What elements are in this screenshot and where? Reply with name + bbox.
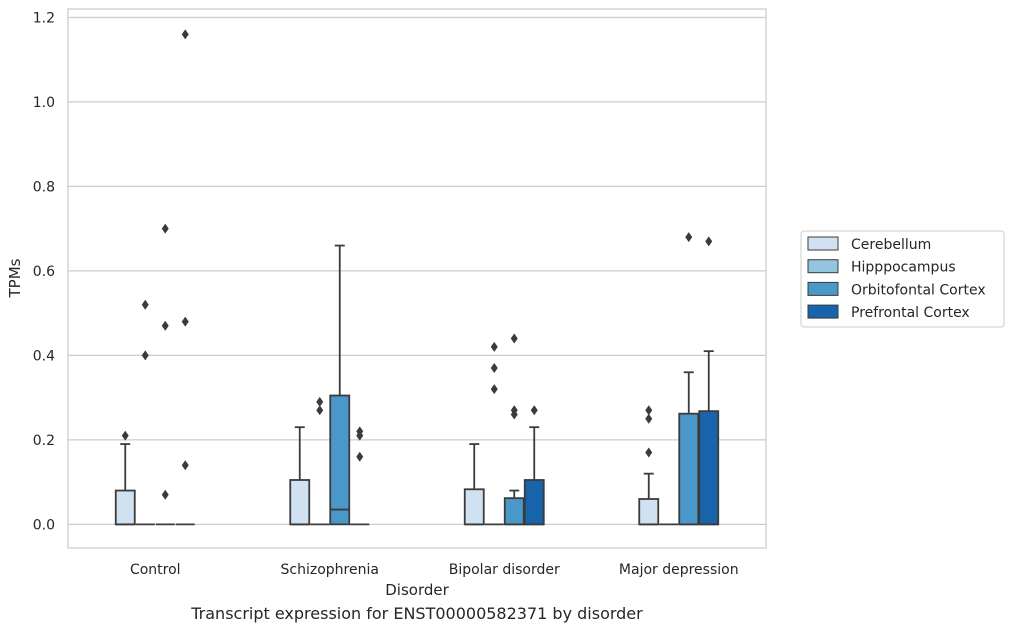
outlier-point <box>141 299 149 310</box>
x-tick-label: Major depression <box>619 562 739 578</box>
box-group <box>678 232 700 526</box>
y-tick-label: 0.4 <box>33 348 55 364</box>
box-group <box>329 244 351 526</box>
outlier-point <box>161 489 169 500</box>
box <box>114 489 136 526</box>
legend: Cerebellum Hipppocampus Orbitofontal Corte… <box>800 230 1005 328</box>
y-tick-label: 0.8 <box>33 179 55 195</box>
y-tick-label: 0.2 <box>33 433 55 449</box>
outlier-point <box>141 350 149 361</box>
chart-caption: Transcript expression for ENST0000058237… <box>191 604 643 623</box>
outlier-point <box>490 384 498 395</box>
outlier-point <box>181 460 189 471</box>
y-tick-labels: 0.0 0.2 0.4 0.6 0.8 1.0 1.2 <box>33 10 55 533</box>
y-tick-label: 0.0 <box>33 517 55 533</box>
outlier-point <box>316 405 324 416</box>
legend-items: Cerebellum Hipppocampus Orbitofontal Corte… <box>807 236 986 321</box>
y-tick-label: 1.2 <box>33 10 55 26</box>
plot-frame <box>67 8 767 549</box>
box-group <box>523 405 545 526</box>
box-group <box>350 426 370 526</box>
box-group <box>484 341 504 526</box>
outlier-point <box>645 447 653 458</box>
legend-swatch <box>807 236 839 251</box>
box <box>678 412 700 526</box>
box <box>289 479 311 526</box>
outlier-point <box>490 341 498 352</box>
outlier-point <box>161 223 169 234</box>
legend-swatch <box>807 281 839 296</box>
outlier-point <box>705 236 713 247</box>
outlier-point <box>181 29 189 40</box>
legend-label: Hipppocampus <box>851 260 956 276</box>
y-axis-label: TPMs <box>6 258 24 298</box>
box-group <box>463 443 485 526</box>
box-group <box>310 396 330 526</box>
outlier-point <box>356 426 364 437</box>
x-tick-labels: Control Schizophrenia Bipolar disorder Majo… <box>130 562 739 578</box>
legend-swatch <box>807 304 839 319</box>
legend-frame <box>800 230 1005 328</box>
outlier-point <box>316 396 324 407</box>
outlier-point <box>181 316 189 327</box>
outlier-point <box>121 430 129 441</box>
box <box>503 497 525 526</box>
y-tick-label: 1.0 <box>33 95 55 111</box>
outlier-point <box>645 413 653 424</box>
box <box>463 488 485 526</box>
y-tick-label: 0.6 <box>33 264 55 280</box>
box <box>638 498 660 526</box>
legend-label: Orbitofontal Cortex <box>851 282 986 298</box>
outlier-point <box>530 405 538 416</box>
legend-label: Cerebellum <box>851 237 931 253</box>
box-group <box>175 29 195 526</box>
x-tick-label: Bipolar disorder <box>449 562 560 578</box>
outlier-point <box>490 363 498 374</box>
legend-label: Prefrontal Cortex <box>851 305 970 321</box>
outlier-point <box>356 451 364 462</box>
box-group <box>698 236 720 526</box>
box <box>698 410 720 526</box>
box-group <box>289 426 311 526</box>
box-group <box>155 223 175 526</box>
grid-layer <box>68 16 766 525</box>
x-axis-label: Disorder <box>385 581 449 599</box>
outlier-point <box>685 232 693 243</box>
box-layer <box>114 29 720 526</box>
outlier-point <box>510 333 518 344</box>
box-group <box>114 430 136 526</box>
x-tick-label: Schizophrenia <box>281 562 379 578</box>
outlier-point <box>645 405 653 416</box>
box-group <box>503 333 525 526</box>
box-group <box>638 405 660 526</box>
box <box>523 479 545 526</box>
box-group <box>135 299 155 526</box>
box <box>329 394 351 526</box>
outlier-point <box>161 320 169 331</box>
x-tick-label: Control <box>130 562 181 578</box>
outlier-point <box>510 405 518 416</box>
legend-swatch <box>807 259 839 274</box>
